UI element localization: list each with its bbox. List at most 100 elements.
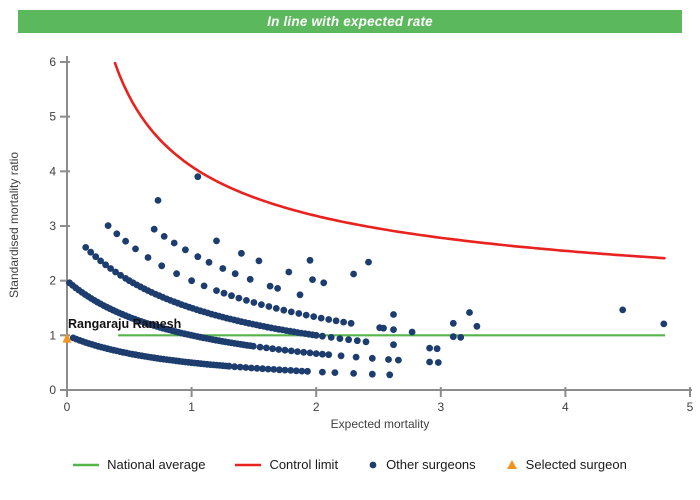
surgeon-dot[interactable] — [319, 368, 326, 376]
surgeon-dot[interactable] — [309, 276, 316, 283]
surgeon-dot[interactable] — [87, 248, 95, 256]
surgeon-dot[interactable] — [236, 363, 244, 371]
surgeon-dot[interactable] — [287, 347, 295, 355]
surgeon-dot[interactable] — [296, 291, 304, 299]
surgeon-dot[interactable] — [154, 197, 162, 204]
surgeon-dot[interactable] — [182, 246, 189, 254]
surgeon-dot[interactable] — [300, 348, 308, 356]
surgeon-dot[interactable] — [336, 335, 344, 342]
surgeon-dot[interactable] — [350, 270, 357, 278]
surgeon-dot[interactable] — [295, 310, 303, 317]
surgeon-dot[interactable] — [325, 316, 333, 323]
surgeon-dot[interactable] — [306, 256, 314, 264]
surgeon-dot[interactable] — [292, 367, 300, 375]
surgeon-dot[interactable] — [287, 367, 295, 374]
surgeon-dot[interactable] — [312, 350, 320, 357]
surgeon-dot[interactable] — [332, 317, 340, 325]
surgeon-dot[interactable] — [306, 349, 314, 357]
surgeon-dot[interactable] — [122, 237, 129, 245]
surgeon-dot[interactable] — [281, 366, 289, 374]
surgeon-dot[interactable] — [213, 287, 220, 294]
surgeon-dot[interactable] — [390, 326, 397, 333]
surgeon-dot[interactable] — [97, 257, 104, 265]
surgeon-dot[interactable] — [188, 277, 196, 285]
surgeon-dot[interactable] — [266, 282, 274, 290]
surgeon-dot[interactable] — [270, 366, 278, 373]
surgeon-dot[interactable] — [310, 313, 318, 320]
surgeon-dot[interactable] — [395, 356, 402, 364]
surgeon-dot[interactable] — [317, 314, 325, 322]
surgeon-dot[interactable] — [368, 354, 376, 362]
surgeon-dot[interactable] — [259, 365, 266, 373]
surgeon-dot[interactable] — [200, 282, 208, 290]
surgeon-dot[interactable] — [302, 311, 310, 319]
surgeon-dot[interactable] — [194, 173, 202, 181]
other-surgeons-dots[interactable] — [66, 173, 668, 379]
surgeon-dot[interactable] — [258, 301, 265, 308]
surgeon-dot[interactable] — [433, 345, 441, 353]
surgeon-dot[interactable] — [434, 359, 442, 366]
surgeon-dot[interactable] — [113, 230, 121, 238]
surgeon-dot[interactable] — [112, 268, 119, 276]
surgeon-dot[interactable] — [385, 356, 392, 363]
surgeon-dot[interactable] — [256, 343, 264, 351]
surgeon-dot[interactable] — [265, 303, 273, 310]
surgeon-dot[interactable] — [426, 358, 433, 366]
surgeon-dot[interactable] — [466, 309, 473, 316]
surgeon-dot[interactable] — [331, 369, 339, 376]
surgeon-dot[interactable] — [102, 261, 109, 269]
surgeon-dot[interactable] — [304, 367, 311, 375]
surgeon-dot[interactable] — [449, 319, 457, 327]
surgeon-dot[interactable] — [249, 342, 257, 350]
surgeon-dot[interactable] — [298, 367, 306, 375]
surgeon-dot[interactable] — [390, 311, 397, 318]
surgeon-dot[interactable] — [263, 344, 270, 352]
surgeon-dot[interactable] — [225, 362, 233, 370]
surgeon-dot[interactable] — [272, 305, 280, 312]
surgeon-dot[interactable] — [238, 249, 245, 257]
surgeon-dot[interactable] — [205, 258, 213, 266]
surgeon-dot[interactable] — [365, 258, 372, 266]
surgeon-dot[interactable] — [386, 371, 394, 379]
surgeon-dot[interactable] — [274, 285, 281, 292]
surgeon-dot[interactable] — [449, 333, 457, 341]
surgeon-dot[interactable] — [228, 292, 235, 300]
selected-surgeon-marker[interactable] — [62, 333, 72, 343]
surgeon-dot[interactable] — [337, 352, 345, 360]
surgeon-dot[interactable] — [107, 265, 114, 272]
surgeon-dot[interactable] — [275, 346, 283, 353]
surgeon-dot[interactable] — [281, 346, 289, 354]
surgeon-dot[interactable] — [248, 364, 255, 372]
surgeon-dot[interactable] — [231, 363, 239, 371]
surgeon-dot[interactable] — [253, 364, 261, 372]
surgeon-dot[interactable] — [320, 279, 328, 287]
surgeon-dot[interactable] — [276, 366, 283, 374]
surgeon-dot[interactable] — [319, 332, 326, 340]
surgeon-dot[interactable] — [150, 225, 158, 233]
surgeon-dot[interactable] — [619, 306, 627, 314]
surgeon-dot[interactable] — [82, 244, 90, 251]
surgeon-dot[interactable] — [390, 341, 397, 349]
surgeon-dot[interactable] — [660, 320, 668, 328]
surgeon-dot[interactable] — [353, 337, 361, 345]
surgeon-dot[interactable] — [457, 334, 465, 341]
surgeon-dot[interactable] — [194, 253, 202, 261]
surgeon-dot[interactable] — [231, 270, 239, 278]
surgeon-dot[interactable] — [132, 245, 139, 253]
surgeon-dot[interactable] — [243, 297, 250, 304]
surgeon-dot[interactable] — [294, 348, 301, 355]
surgeon-dot[interactable] — [117, 271, 124, 279]
surgeon-dot[interactable] — [287, 308, 295, 316]
surgeon-dot[interactable] — [250, 299, 258, 306]
surgeon-dot[interactable] — [213, 237, 220, 245]
surgeon-dot[interactable] — [345, 336, 352, 344]
surgeon-dot[interactable] — [220, 289, 228, 297]
surgeon-dot[interactable] — [312, 331, 320, 339]
surgeon-dot[interactable] — [408, 328, 416, 336]
surgeon-dot[interactable] — [350, 370, 357, 377]
surgeon-dot[interactable] — [368, 370, 376, 378]
surgeon-dot[interactable] — [380, 324, 387, 332]
surgeon-dot[interactable] — [92, 253, 100, 261]
surgeon-dot[interactable] — [327, 334, 335, 341]
surgeon-dot[interactable] — [426, 344, 433, 352]
